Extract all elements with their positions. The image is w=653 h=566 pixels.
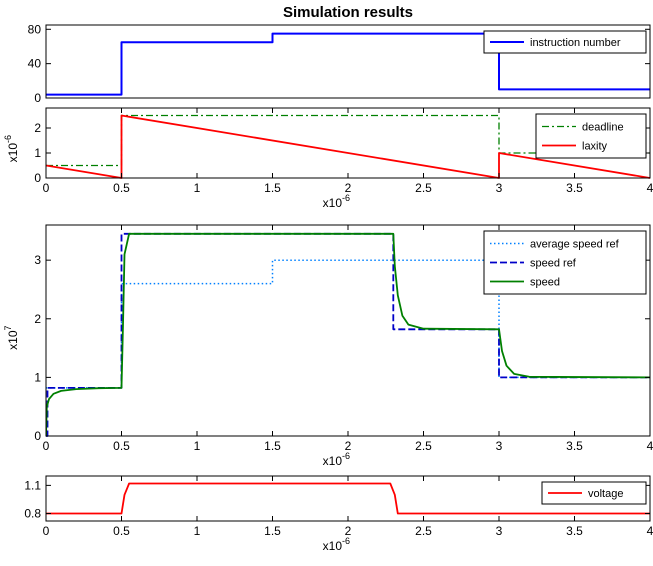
x-tick-label: 2.5 — [415, 181, 432, 195]
x-tick-label: 1 — [194, 181, 201, 195]
y-tick-label: 80 — [28, 22, 42, 36]
legend: average speed ref speed ref speed — [483, 230, 647, 295]
x-axis-label: x10 — [323, 196, 343, 210]
y-axis-label: x10 — [6, 143, 20, 163]
series-group — [46, 232, 650, 437]
x-tick-label: 4 — [647, 524, 653, 538]
panel-voltage: 0.8 1.1 0 0.5 1 1.5 2 2.5 3 3.5 4 x10 -6 voltage — [24, 475, 653, 553]
legend: deadline laxity — [535, 113, 647, 159]
y-tick-label: 0 — [34, 429, 41, 443]
x-tick-label: 1.5 — [264, 524, 281, 538]
x-tick-label: 3.5 — [566, 181, 583, 195]
x-tick-label: 1 — [194, 524, 201, 538]
y-tick-label: 2 — [34, 121, 41, 135]
legend-label: voltage — [588, 488, 623, 500]
series-group — [46, 482, 650, 515]
series-line-0-0 — [46, 32, 650, 96]
x-tick-label: 2 — [345, 439, 352, 453]
x-tick-label: 3 — [496, 439, 503, 453]
y-tick-label: 0.8 — [24, 507, 41, 521]
legend-label: deadline — [582, 122, 624, 134]
axes-frame — [45, 24, 651, 99]
x-tick-label: 4 — [647, 439, 653, 453]
legend-box — [541, 481, 647, 505]
x-tick-label: 1 — [194, 439, 201, 453]
legend-label: speed ref — [530, 258, 577, 270]
x-axis-label: x10 — [323, 539, 343, 553]
y-tick-label: 40 — [28, 57, 42, 71]
y-tick-label: 1.1 — [24, 478, 41, 492]
legend-label: average speed ref — [530, 239, 620, 251]
y-axis-exponent: 7 — [3, 325, 13, 330]
x-tick-label: 0.5 — [113, 181, 130, 195]
x-tick-label: 2.5 — [415, 439, 432, 453]
x-tick-label: 2 — [345, 524, 352, 538]
x-axis-exponent: -6 — [342, 536, 350, 546]
legend: voltage — [541, 481, 647, 505]
legend-label: speed — [530, 277, 560, 289]
x-tick-label: 2.5 — [415, 524, 432, 538]
x-tick-label: 1.5 — [264, 181, 281, 195]
y-tick-label: 0 — [34, 171, 41, 185]
panel-instruction-number: 0 40 80 instruction number — [28, 22, 651, 105]
y-tick-label: 1 — [34, 146, 41, 160]
series-line-3-0 — [46, 482, 650, 515]
y-tick-label: 3 — [34, 253, 41, 267]
legend-label: instruction number — [530, 37, 621, 49]
x-tick-label: 3.5 — [566, 439, 583, 453]
x-tick-label: 4 — [647, 181, 653, 195]
y-tick-label: 1 — [34, 370, 41, 384]
x-tick-label: 1.5 — [264, 439, 281, 453]
legend-box — [483, 30, 647, 54]
x-axis-exponent: -6 — [342, 451, 350, 461]
y-tick-label: 2 — [34, 312, 41, 326]
series-line-2-2 — [46, 232, 650, 437]
x-tick-label: 0 — [43, 524, 50, 538]
y-tick-label: 0 — [34, 91, 41, 105]
y-axis-exponent: -6 — [3, 135, 13, 143]
x-axis-label: x10 — [323, 454, 343, 468]
x-tick-label: 3 — [496, 524, 503, 538]
series-group — [46, 32, 650, 96]
x-tick-label: 3.5 — [566, 524, 583, 538]
x-tick-label: 0 — [43, 439, 50, 453]
x-tick-label: 0.5 — [113, 439, 130, 453]
legend: instruction number — [483, 30, 647, 54]
x-tick-label: 0 — [43, 181, 50, 195]
y-axis-label: x10 — [6, 330, 20, 350]
x-tick-label: 3 — [496, 181, 503, 195]
series-line-1-0 — [46, 114, 650, 167]
y-axis-label-group: x10-6 — [3, 135, 20, 162]
x-axis-exponent: -6 — [342, 193, 350, 203]
legend-label: laxity — [582, 141, 608, 153]
x-tick-label: 0.5 — [113, 524, 130, 538]
series-group — [46, 114, 650, 179]
legend-box — [535, 113, 647, 159]
x-tick-label: 2 — [345, 181, 352, 195]
series-line-1-1 — [46, 114, 650, 179]
figure-title: Simulation results — [283, 4, 413, 21]
